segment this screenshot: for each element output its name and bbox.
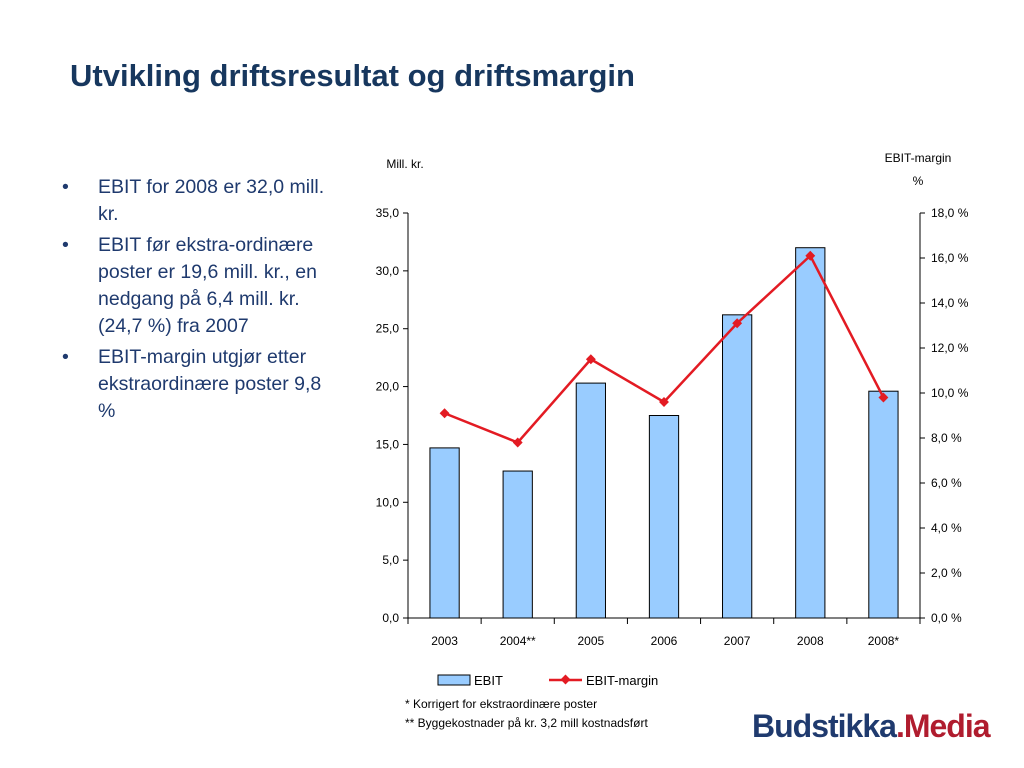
right-tick-label: 0,0 % (931, 611, 962, 625)
left-tick-label: 35,0 (376, 206, 400, 220)
x-tick-label: 2006 (651, 634, 678, 648)
left-tick-label: 30,0 (376, 264, 400, 278)
left-tick-label: 20,0 (376, 380, 400, 394)
margin-point-2008 (805, 250, 816, 261)
chart-labels: Mill. kr. EBIT-margin % (386, 151, 951, 188)
bullet-item: • EBIT før ekstra-ordinære poster er 19,6… (60, 232, 330, 340)
right-axis-label: EBIT-margin (885, 151, 952, 165)
margin-point-2008* (878, 392, 889, 403)
x-tick-label: 2007 (724, 634, 751, 648)
logo-part: .Media (895, 708, 991, 744)
bar-2003 (429, 447, 460, 619)
x-tick-label: 2005 (578, 634, 605, 648)
bar-2007 (722, 314, 753, 619)
right-tick-label: 2,0 % (931, 566, 962, 580)
x-tick-label: 2008* (868, 634, 900, 648)
bar-series (429, 247, 899, 619)
legend-label-ebit: EBIT (474, 673, 503, 688)
logo-part: Budstikka (752, 708, 897, 744)
left-tick-label: 10,0 (376, 495, 400, 509)
legend-swatch-ebit (437, 674, 471, 686)
bullet-text: EBIT-margin utgjør etter ekstraordinære … (98, 346, 322, 422)
bullet-symbol: • (62, 176, 69, 198)
bullet-list: • EBIT for 2008 er 32,0 mill. kr. • EBIT f… (60, 174, 330, 429)
bar-2008 (795, 247, 826, 619)
page-title: Utvikling driftsresultat og driftsmargin (70, 58, 635, 93)
chart-legend: EBIT EBIT-margin (437, 673, 658, 688)
x-tick-label: 2003 (431, 634, 458, 648)
bullet-item: • EBIT for 2008 er 32,0 mill. kr. (60, 174, 330, 228)
legend-label-margin: EBIT-margin (586, 673, 658, 688)
budstikka-media-logo: Budstikka.Media (752, 708, 991, 745)
left-tick-label: 25,0 (376, 322, 400, 336)
bar-2006 (648, 415, 680, 619)
legend-marker-margin (560, 674, 571, 685)
right-tick-label: 18,0 % (931, 206, 969, 220)
bullet-item: • EBIT-margin utgjør etter ekstraordinære… (60, 344, 330, 425)
margin-point-2003 (439, 408, 450, 419)
left-tick-label: 0,0 (382, 611, 399, 625)
left-axis-label: Mill. kr. (386, 157, 423, 171)
x-tick-label: 2004** (500, 634, 536, 648)
margin-point-2005 (585, 354, 596, 365)
right-tick-label: 8,0 % (931, 431, 962, 445)
margin-point-2006 (659, 397, 669, 407)
footnote: ** Byggekostnader på kr. 3,2 mill kostna… (405, 716, 648, 730)
bullet-symbol: • (62, 346, 69, 368)
chart-axes: 0,0 5,0 10,0 15,0 20,0 25,0 30,0 35,0 0,0 % 2,0 %… (376, 206, 969, 648)
right-tick-label: 6,0 % (931, 476, 962, 490)
bar-2008* (868, 390, 899, 619)
footnotes: * Korrigert for ekstraordinære poster **… (405, 697, 648, 730)
x-tick-label: 2008 (797, 634, 824, 648)
right-axis-unit: % (913, 174, 924, 188)
left-tick-label: 5,0 (382, 553, 399, 567)
bullet-symbol: • (62, 234, 69, 256)
right-tick-label: 16,0 % (931, 251, 969, 265)
bar-2005 (575, 382, 606, 619)
bullet-text: EBIT for 2008 er 32,0 mill. kr. (98, 176, 325, 225)
bullet-text: EBIT før ekstra-ordinære poster er 19,6 … (98, 234, 317, 337)
margin-point-2004** (512, 437, 523, 448)
line-series (439, 250, 889, 448)
bar-2004** (502, 470, 533, 619)
left-tick-label: 15,0 (376, 437, 400, 451)
right-tick-label: 4,0 % (931, 521, 962, 535)
margin-point-2007 (732, 318, 743, 329)
right-tick-label: 10,0 % (931, 386, 969, 400)
footnote: * Korrigert for ekstraordinære poster (405, 697, 597, 711)
right-tick-label: 14,0 % (931, 296, 969, 310)
right-tick-label: 12,0 % (931, 341, 969, 355)
